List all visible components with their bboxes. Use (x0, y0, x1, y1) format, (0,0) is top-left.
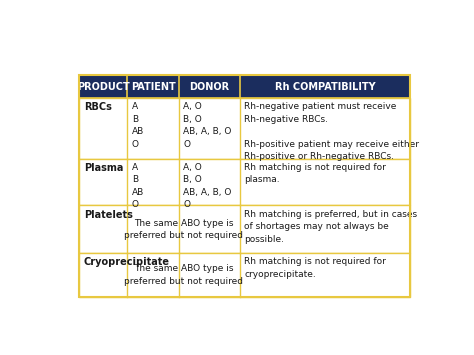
Text: DONOR: DONOR (189, 82, 229, 92)
Text: A, O
B, O
AB, A, B, O
O: A, O B, O AB, A, B, O O (183, 102, 231, 149)
Text: Rh matching is not required for
cryoprecipitate.: Rh matching is not required for cryoprec… (244, 257, 386, 279)
Text: PRODUCT: PRODUCT (77, 82, 130, 92)
Text: Rh COMPATIBILITY: Rh COMPATIBILITY (274, 82, 375, 92)
Text: Rh matching is not required for
plasma.: Rh matching is not required for plasma. (244, 163, 386, 184)
Bar (80, 98, 410, 159)
Text: A, O
B, O
AB, A, B, O
O: A, O B, O AB, A, B, O O (183, 163, 231, 209)
Text: Platelets: Platelets (84, 209, 133, 220)
Text: PATIENT: PATIENT (131, 82, 175, 92)
Text: Cryoprecipitate: Cryoprecipitate (84, 257, 170, 267)
Bar (80, 75, 410, 98)
Text: RBCs: RBCs (84, 102, 112, 112)
Text: A
B
AB
O: A B AB O (132, 163, 144, 209)
Text: Rh matching is preferred, but in cases
of shortages may not always be
possible.: Rh matching is preferred, but in cases o… (244, 209, 417, 244)
Text: A
B
AB
O: A B AB O (132, 102, 144, 149)
Text: The same ABO type is
preferred but not required: The same ABO type is preferred but not r… (124, 219, 243, 240)
Bar (80, 75, 410, 297)
Text: Plasma: Plasma (84, 163, 123, 173)
Bar (80, 159, 410, 206)
Bar (80, 206, 410, 253)
Bar (80, 253, 410, 297)
Text: The same ABO type is
preferred but not required: The same ABO type is preferred but not r… (124, 264, 243, 286)
Text: Rh-negative patient must receive
Rh-negative RBCs.

Rh-positive patient may rece: Rh-negative patient must receive Rh-nega… (244, 102, 419, 161)
